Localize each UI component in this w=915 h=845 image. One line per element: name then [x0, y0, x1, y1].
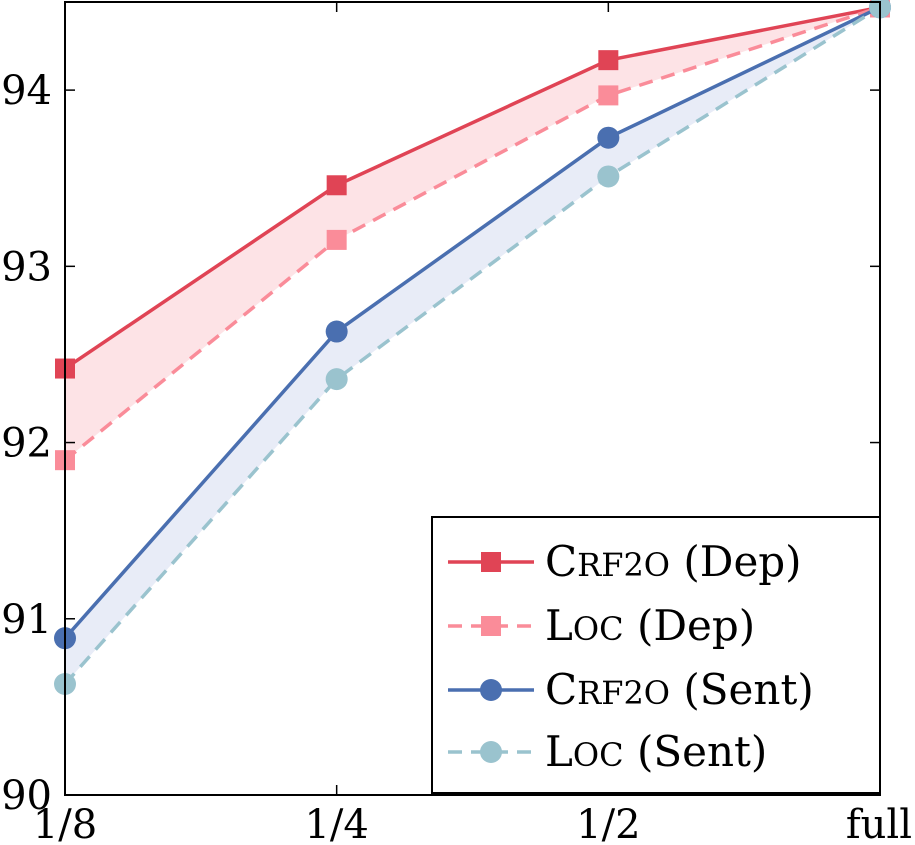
legend: CRF2O (Dep) LOC (Dep) CRF2O (Sent) LOC (Sen…	[431, 516, 881, 794]
x-tick-label: 1/8	[33, 802, 97, 845]
legend-marker-3	[480, 741, 502, 763]
point-2-2	[597, 126, 620, 149]
legend-marker-1	[481, 616, 501, 636]
legend-marker-0	[481, 552, 501, 572]
legend-label-2: CRF2O (Sent)	[545, 665, 814, 714]
series-line-1	[63, 5, 881, 462]
legend-entry-3: LOC (Sent)	[448, 727, 767, 776]
point-0-1	[326, 175, 347, 196]
point-2-1	[325, 320, 348, 343]
legend-entry-2: CRF2O (Sent)	[448, 665, 814, 714]
y-tick-label: 90	[1, 773, 52, 819]
series-line-3	[63, 5, 881, 686]
y-tick-label: 91	[1, 597, 52, 643]
series-line-2	[63, 5, 881, 640]
series-line-0	[64, 5, 881, 370]
point-3-2	[597, 165, 620, 188]
x-tick-label: 1/2	[576, 802, 640, 845]
y-tick-label: 94	[1, 68, 52, 114]
legend-entry-1: LOC (Dep)	[448, 601, 755, 650]
legend-label-3: LOC (Sent)	[545, 727, 767, 776]
plot-frame	[64, 1, 881, 796]
y-tick-label: 93	[1, 244, 52, 290]
legend-entry-0: CRF2O (Dep)	[448, 537, 802, 586]
legend-marker-2	[480, 679, 502, 701]
point-1-1	[326, 229, 347, 250]
legend-label-0: CRF2O (Dep)	[545, 537, 802, 586]
x-axis-tick-labels: 1/8 1/4 1/2 full	[33, 802, 912, 845]
y-axis-tick-labels: 90 91 92 93 94	[1, 68, 52, 819]
point-1-2	[598, 85, 619, 106]
x-tick-label: 1/4	[304, 802, 368, 845]
x-tick-label: full	[846, 802, 912, 845]
point-0-2	[598, 50, 619, 71]
legend-label-1: LOC (Dep)	[545, 601, 755, 650]
point-3-1	[325, 368, 348, 391]
y-tick-label: 92	[1, 421, 52, 467]
